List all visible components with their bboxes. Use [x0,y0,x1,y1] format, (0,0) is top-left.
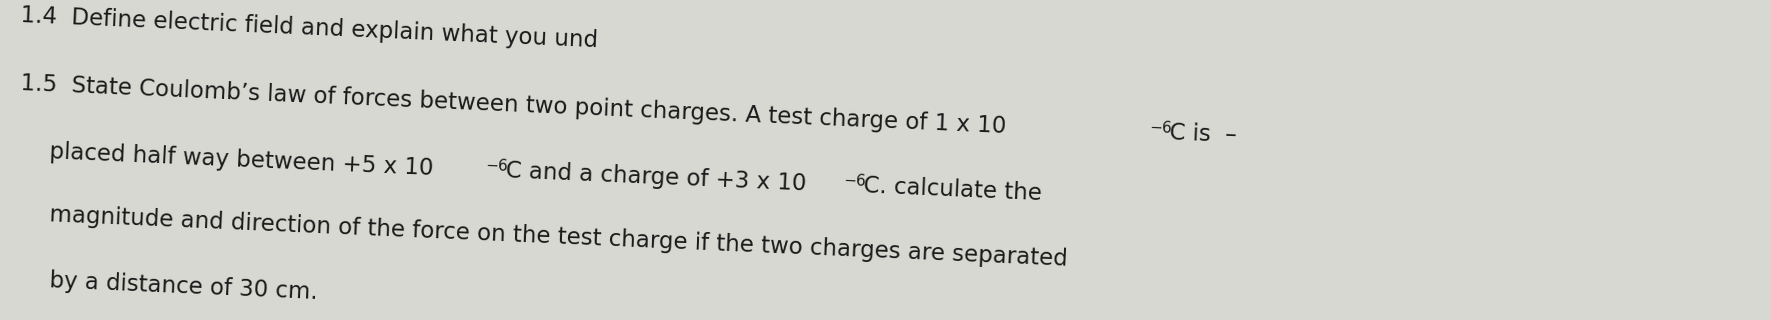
Text: −6: −6 [843,173,866,189]
Text: magnitude and direction of the force on the test charge if the two charges are s: magnitude and direction of the force on … [19,202,1068,271]
Text: placed half way between +5 x 10: placed half way between +5 x 10 [19,139,434,180]
Text: C is  –: C is – [1162,121,1236,147]
Text: by a distance of 30 cm.: by a distance of 30 cm. [19,268,319,304]
Text: 1.4  Define electric field and explain what you und: 1.4 Define electric field and explain wh… [19,4,599,52]
Text: −6: −6 [485,158,508,174]
Text: 1.5  State Coulomb’s law of forces between two point charges. A test charge of 1: 1.5 State Coulomb’s law of forces betwee… [19,72,1006,139]
Text: C. calculate the: C. calculate the [855,174,1041,205]
Text: −6: −6 [1149,120,1172,136]
Text: C and a charge of +3 x 10: C and a charge of +3 x 10 [498,159,806,196]
